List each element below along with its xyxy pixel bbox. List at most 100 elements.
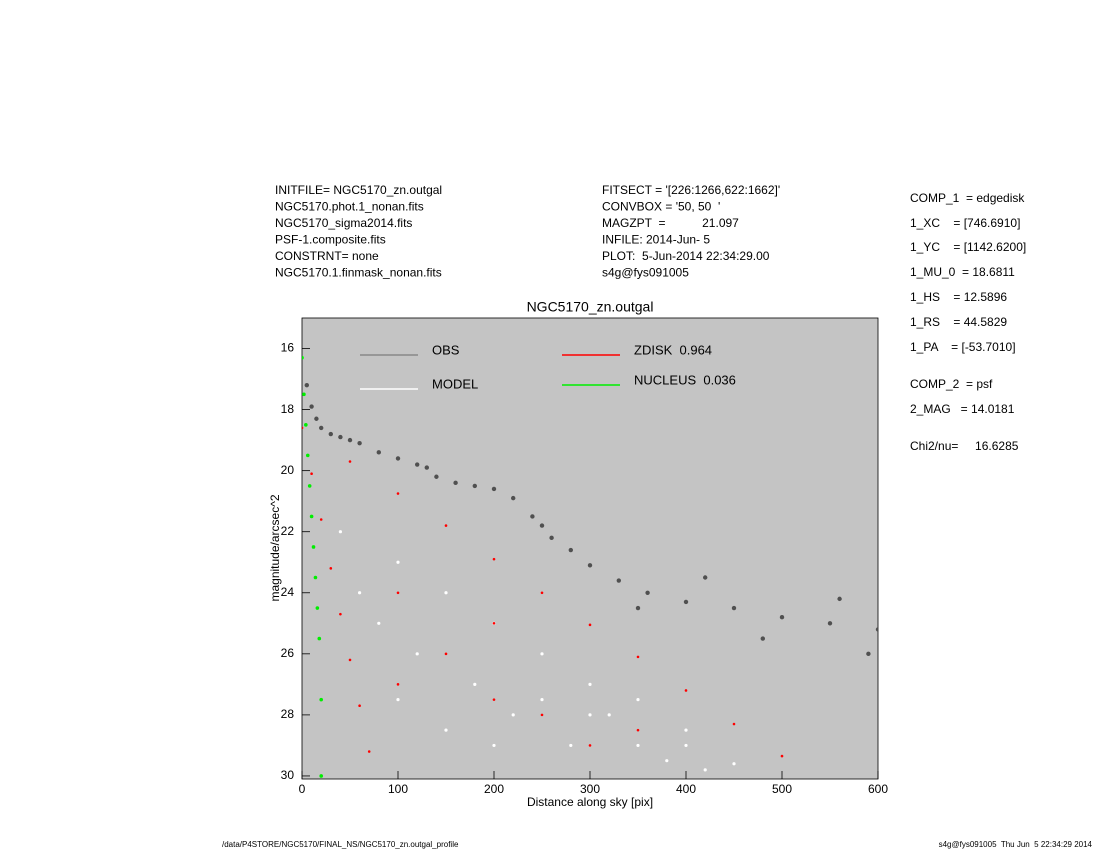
x-tick-label: 300 — [580, 782, 600, 796]
data-point — [358, 704, 361, 708]
data-point — [684, 743, 688, 748]
data-point — [415, 652, 419, 656]
data-point — [588, 713, 592, 717]
data-point — [328, 431, 333, 437]
header-middle-line: INFILE: 2014-Jun- 5 — [602, 233, 710, 247]
data-point — [310, 472, 313, 476]
data-point — [837, 596, 842, 602]
header-left-line: CONSTRNT= none — [275, 249, 379, 263]
data-point — [396, 591, 400, 595]
data-point — [358, 591, 362, 595]
y-tick-label: 20 — [281, 463, 295, 477]
data-point — [315, 606, 320, 610]
data-point — [645, 590, 650, 595]
header-right-line: 2_MAG = 14.0181 — [910, 402, 1015, 416]
data-point — [588, 744, 592, 747]
data-point — [395, 456, 401, 461]
data-point — [779, 614, 785, 620]
data-point — [396, 683, 400, 686]
data-point — [607, 713, 611, 717]
data-point — [319, 697, 324, 702]
header-middle-line: FITSECT = '[226:1266,622:1662]' — [602, 183, 780, 197]
data-point — [665, 759, 669, 763]
plot-area — [301, 317, 879, 780]
y-tick-label: 30 — [281, 768, 295, 782]
data-point — [424, 465, 429, 470]
data-point — [309, 404, 314, 409]
legend-label: NUCLEUS 0.036 — [634, 372, 736, 387]
header-right-line: 1_RS = 44.5829 — [910, 315, 1007, 329]
data-point — [338, 530, 342, 534]
y-tick-label: 18 — [281, 402, 295, 416]
header-right-line: 1_MU_0 = 18.6811 — [910, 265, 1015, 279]
y-tick-label: 22 — [281, 524, 295, 538]
x-tick-label: 500 — [772, 782, 792, 796]
data-point — [444, 728, 448, 732]
header-left-line: NGC5170.1.finmask_nonan.fits — [275, 266, 442, 280]
x-axis-label: Distance along sky [pix] — [527, 795, 653, 809]
y-axis-label: magnitude/arcsec^2 — [268, 494, 282, 601]
data-point — [540, 713, 544, 717]
data-point — [302, 355, 304, 360]
y-tick-label: 24 — [281, 585, 295, 599]
data-point — [472, 483, 477, 489]
data-point — [329, 567, 333, 570]
data-point — [780, 754, 784, 758]
data-point — [473, 682, 477, 686]
chart-title: NGC5170_zn.outgal — [527, 299, 654, 315]
data-point — [302, 392, 306, 397]
header-middle-line: CONVBOX = '50, 50 ' — [602, 200, 720, 214]
data-point — [703, 768, 707, 772]
data-point — [357, 440, 362, 446]
data-point — [511, 495, 516, 501]
data-point — [377, 621, 381, 625]
x-tick-label: 200 — [484, 782, 504, 796]
data-point — [444, 524, 448, 527]
header-right-line: Chi2/nu= 16.6285 — [910, 439, 1019, 453]
header-left-line: INITFILE= NGC5170_zn.outgal — [275, 183, 442, 197]
data-point — [568, 547, 573, 553]
data-point — [827, 621, 833, 626]
data-point — [683, 599, 689, 605]
data-point — [348, 460, 352, 463]
header-right-line: COMP_2 = psf — [910, 377, 993, 391]
data-point — [319, 518, 323, 521]
data-point — [684, 728, 688, 732]
footer-right: s4g@fys091005 Thu Jun 5 22:34:29 2014 — [939, 840, 1093, 849]
data-point — [588, 682, 592, 686]
data-point — [367, 750, 371, 753]
legend-label: MODEL — [432, 376, 478, 391]
data-point — [539, 523, 545, 528]
data-point — [616, 578, 621, 583]
data-point — [684, 689, 688, 692]
y-tick-label: 16 — [281, 341, 295, 355]
data-point — [319, 425, 324, 431]
data-point — [569, 743, 573, 748]
data-point — [348, 658, 352, 662]
footer-left: /data/P4STORE/NGC5170/FINAL_NS/NGC5170_z… — [222, 840, 459, 849]
data-point — [636, 655, 640, 659]
legend-label: OBS — [432, 342, 460, 357]
data-point — [540, 652, 544, 656]
data-point — [444, 652, 448, 656]
x-tick-label: 0 — [299, 782, 306, 796]
data-point — [492, 557, 496, 561]
data-point — [396, 698, 400, 702]
data-point — [636, 728, 640, 732]
header-right-line: 1_HS = 12.5896 — [910, 290, 1007, 304]
data-point — [492, 698, 496, 701]
data-point — [311, 545, 316, 549]
data-point — [491, 486, 497, 492]
header-left-line: NGC5170_sigma2014.fits — [275, 216, 412, 230]
data-point — [396, 492, 400, 495]
data-point — [396, 560, 400, 564]
data-point — [866, 651, 871, 657]
data-point — [444, 591, 448, 595]
data-point — [317, 636, 322, 641]
data-point — [339, 612, 342, 616]
data-point — [731, 605, 737, 611]
header-right-line: 1_XC = [746.6910] — [910, 216, 1020, 230]
data-point — [875, 627, 878, 632]
data-point — [588, 623, 592, 627]
